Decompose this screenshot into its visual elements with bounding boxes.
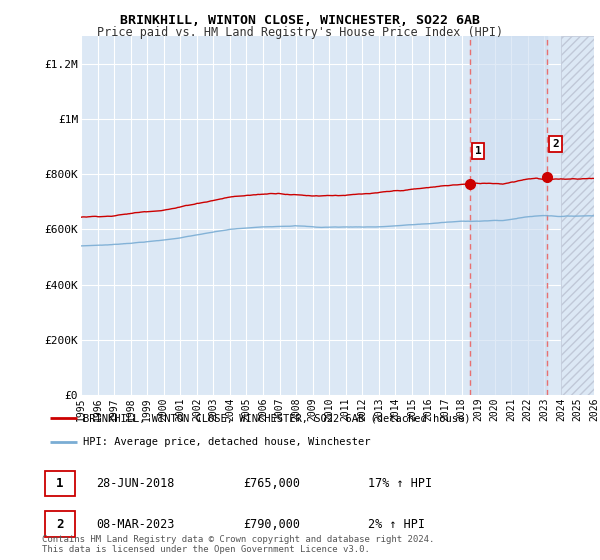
Text: BRINKHILL, WINTON CLOSE, WINCHESTER, SO22 6AB (detached house): BRINKHILL, WINTON CLOSE, WINCHESTER, SO2… bbox=[83, 413, 470, 423]
Text: £790,000: £790,000 bbox=[243, 517, 300, 531]
Text: Contains HM Land Registry data © Crown copyright and database right 2024.
This d: Contains HM Land Registry data © Crown c… bbox=[42, 535, 434, 554]
Text: 2: 2 bbox=[552, 139, 559, 149]
Text: BRINKHILL, WINTON CLOSE, WINCHESTER, SO22 6AB: BRINKHILL, WINTON CLOSE, WINCHESTER, SO2… bbox=[120, 14, 480, 27]
Text: 2% ↑ HPI: 2% ↑ HPI bbox=[368, 517, 425, 531]
Bar bbox=[561, 36, 594, 395]
Text: HPI: Average price, detached house, Winchester: HPI: Average price, detached house, Winc… bbox=[83, 437, 370, 447]
Text: 1: 1 bbox=[475, 146, 481, 156]
Text: Price paid vs. HM Land Registry's House Price Index (HPI): Price paid vs. HM Land Registry's House … bbox=[97, 26, 503, 39]
Bar bbox=[561, 36, 594, 395]
Text: 28-JUN-2018: 28-JUN-2018 bbox=[97, 477, 175, 491]
Bar bbox=[45, 470, 74, 496]
Text: 2: 2 bbox=[56, 517, 64, 531]
Bar bbox=[45, 511, 74, 536]
Text: 17% ↑ HPI: 17% ↑ HPI bbox=[368, 477, 432, 491]
Bar bbox=[470, 36, 547, 395]
Text: 1: 1 bbox=[56, 477, 64, 491]
Text: £765,000: £765,000 bbox=[243, 477, 300, 491]
Text: 08-MAR-2023: 08-MAR-2023 bbox=[97, 517, 175, 531]
